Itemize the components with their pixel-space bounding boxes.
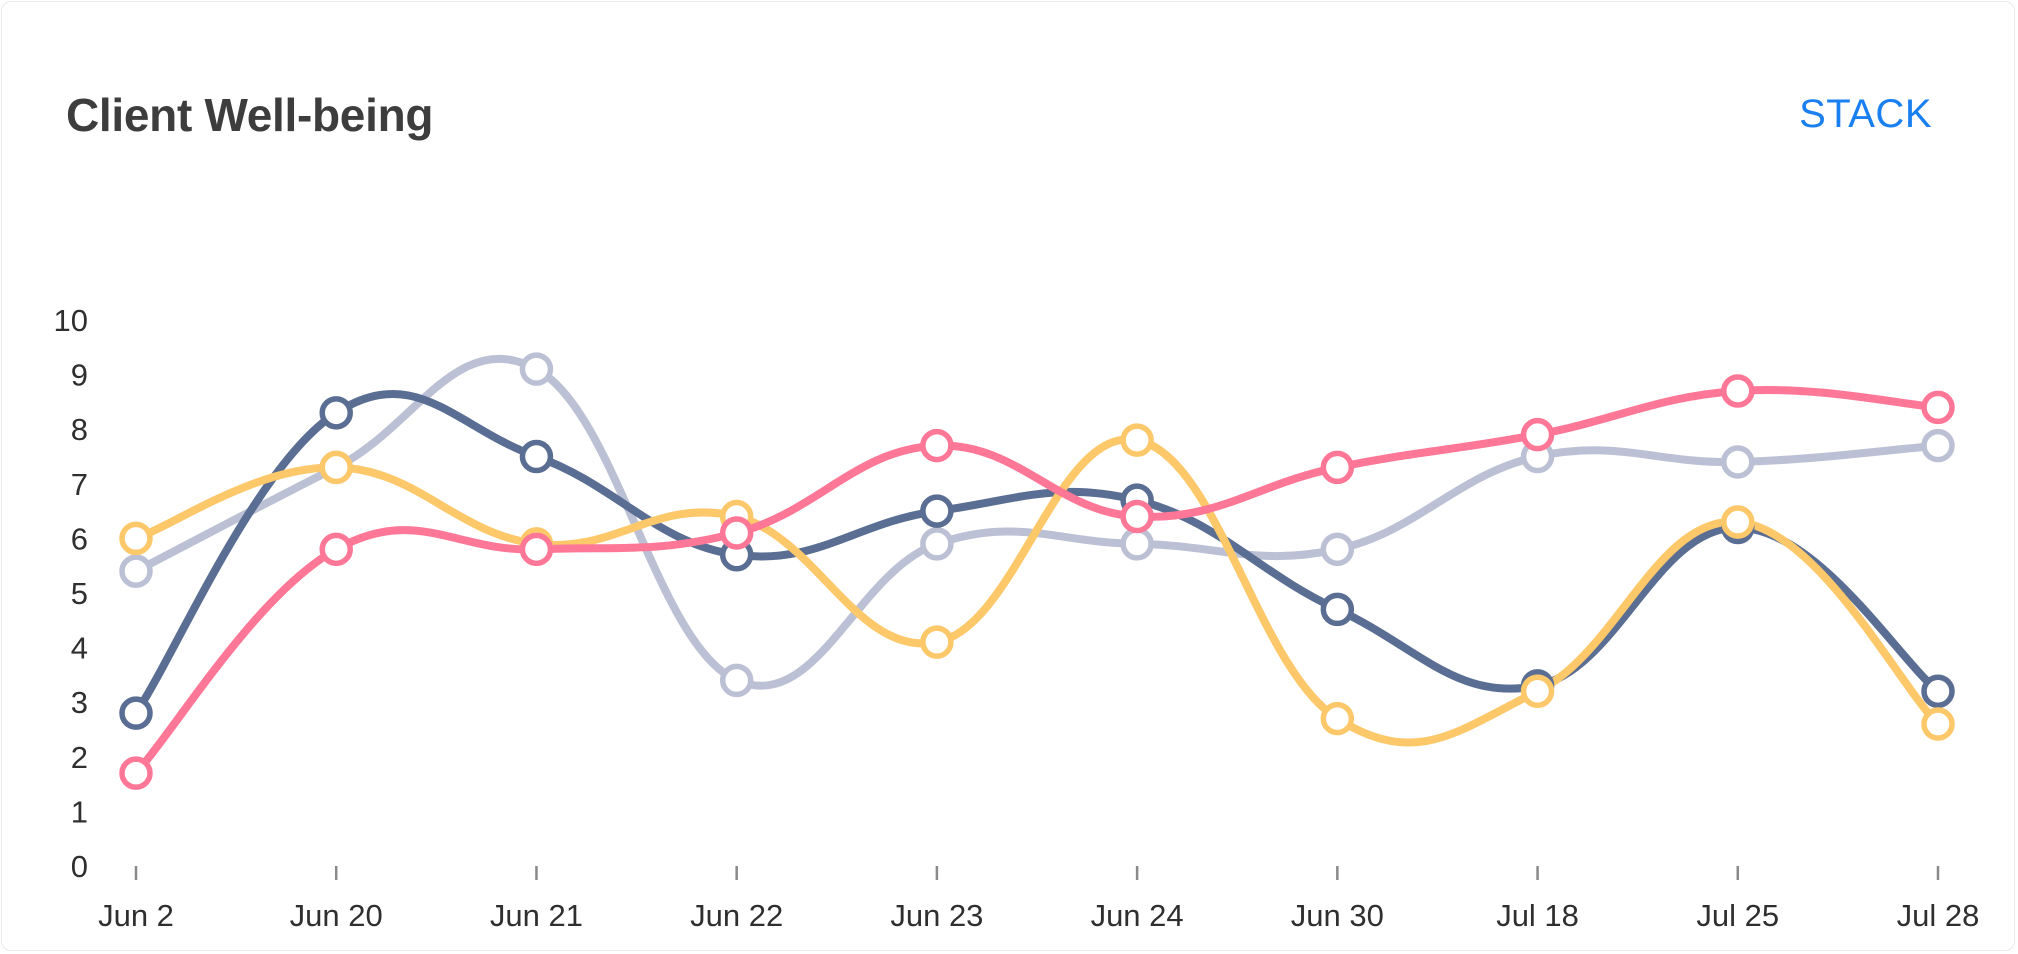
series-points [119,352,1955,790]
series-line-1 [132,354,1942,690]
series-4-point [1320,450,1355,485]
series-4-point [119,756,153,790]
series-line-2 [132,390,1942,718]
series-3-point [1721,505,1755,539]
series-3-point [1320,701,1355,736]
series-1-point [1721,445,1755,479]
series-4-point [1520,417,1555,452]
x-tick-label: Jul 25 [1696,898,1779,933]
series-2-point [1320,592,1355,627]
series-4-point [519,532,554,567]
series-2-point [920,494,954,528]
y-tick-label: 7 [71,467,88,502]
stack-button[interactable]: STACK [1799,92,1932,136]
series-2-point [519,439,554,474]
x-axis: Jun 2 Jun 20 Jun 21 Jun 22 Jun 23 Jun 24 Jun 3… [98,866,1979,933]
series-2-point [1921,674,1955,709]
x-tick-label: Jul 28 [1897,898,1980,933]
x-tick-label: Jun 2 [98,898,174,933]
y-tick-label: 1 [71,794,88,829]
y-tick-label: 9 [71,358,88,393]
x-tick-label: Jun 20 [290,898,383,933]
series-1-point [1921,428,1955,463]
series-1-point [519,352,554,386]
series-lines [132,354,1942,778]
x-tick-label: Jun 22 [690,898,783,933]
y-axis: 0 1 2 3 4 5 6 7 8 9 10 [54,303,88,884]
x-tick-label: Jun 21 [490,898,583,933]
y-tick-label: 10 [54,303,88,338]
series-4-point [1120,499,1154,534]
series-1-point [719,663,754,698]
series-3-point [119,521,153,556]
y-tick-label: 6 [71,521,88,556]
y-tick-label: 0 [71,849,88,884]
series-3-point [1120,423,1154,457]
series-4-point [1921,390,1955,425]
series-2-point [319,396,353,430]
series-4-point [1721,374,1755,408]
series-1-point [1120,527,1154,561]
x-tick-label: Jun 24 [1091,898,1184,933]
x-tick-label: Jun 30 [1291,898,1384,933]
y-tick-label: 3 [71,685,88,720]
y-tick-label: 2 [71,740,88,775]
series-2-point [119,696,153,730]
series-3-point [319,450,353,485]
y-tick-label: 4 [71,631,88,666]
series-1-point [1320,532,1355,567]
series-3-point [1520,674,1555,709]
series-4-point [319,532,353,567]
series-1-point [119,554,153,588]
y-tick-label: 8 [71,412,88,447]
series-line-3 [132,435,1942,747]
series-line-4 [132,385,1942,778]
y-tick-label: 5 [71,576,88,611]
series-3-point [1921,707,1955,741]
series-4-point [719,516,754,550]
series-3-point [920,625,954,659]
series-1-point [920,527,954,561]
x-tick-label: Jul 18 [1496,898,1579,933]
x-tick-label: Jun 23 [890,898,983,933]
card-title: Client Well-being [66,89,434,141]
series-4-point [920,428,954,463]
